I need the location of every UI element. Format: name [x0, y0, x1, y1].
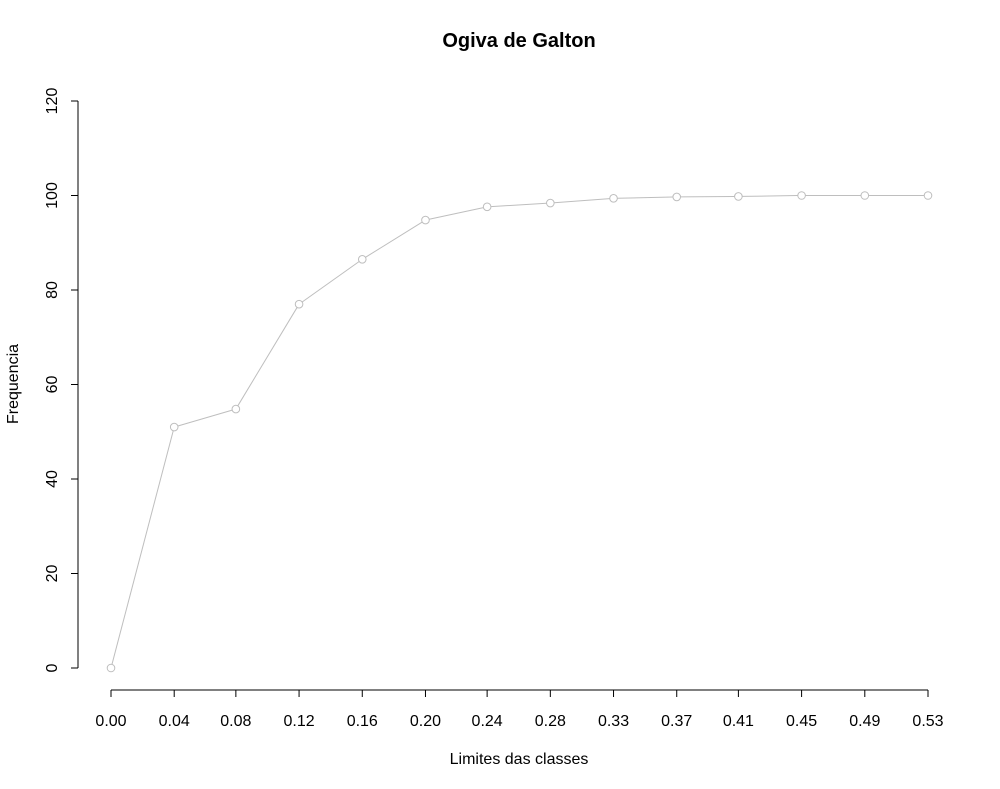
data-point	[609, 194, 618, 203]
y-axis: 0 20 40 60 80 100 120	[44, 88, 79, 672]
data-point	[672, 192, 682, 202]
x-tick-label: 0.41	[723, 713, 754, 730]
y-tick-label: 20	[44, 565, 61, 583]
y-tick-label: 100	[44, 182, 61, 209]
data-point	[797, 191, 806, 200]
y-tick-label: 80	[44, 281, 61, 299]
series-segment	[111, 430, 174, 665]
data-point	[294, 299, 304, 309]
x-tick-label: 0.33	[598, 713, 629, 730]
x-axis-label: Limites das classes	[450, 751, 589, 768]
data-point	[106, 663, 116, 673]
series-segment	[490, 202, 547, 208]
x-tick-label: 0.08	[220, 713, 251, 730]
y-tick-label: 60	[44, 376, 61, 394]
data-point	[357, 254, 367, 264]
chart-title: Ogiva de Galton	[442, 30, 595, 52]
series-segment	[617, 196, 673, 199]
y-tick-label: 40	[44, 470, 61, 488]
x-tick-label: 0.16	[347, 713, 378, 730]
x-tick-label: 0.12	[283, 713, 314, 730]
y-tick-label: 120	[44, 88, 61, 115]
data-point	[482, 202, 492, 212]
data-point	[860, 191, 870, 200]
y-tick-label: 0	[44, 663, 61, 672]
y-axis-label: Frequencia	[5, 344, 22, 424]
series-segment	[237, 307, 298, 407]
x-tick-label: 0.24	[472, 713, 503, 730]
data-point	[231, 404, 241, 414]
x-tick-label: 0.49	[849, 713, 880, 730]
x-tick-label: 0.37	[661, 713, 692, 730]
x-tick-label: 0.53	[912, 713, 943, 730]
x-tick-label: 0.45	[786, 713, 817, 730]
data-point	[421, 215, 430, 225]
series-segment	[429, 207, 484, 220]
data-point	[546, 198, 555, 208]
series-segment	[365, 221, 423, 258]
series-segment	[177, 409, 233, 427]
x-tick-label: 0.04	[159, 713, 190, 730]
series-segment	[554, 198, 610, 204]
x-tick-label: 0.00	[95, 713, 126, 730]
x-tick-label: 0.28	[535, 713, 566, 730]
data-point	[169, 422, 179, 432]
x-tick-label: 0.20	[410, 713, 441, 730]
data-point	[734, 192, 743, 201]
series-segment	[301, 261, 360, 303]
data-point	[923, 191, 933, 200]
x-axis: 0.00 0.04 0.08 0.12 0.16 0.20 0.24 0.28 0.33 0.37…	[95, 689, 944, 730]
series-segment	[742, 195, 798, 197]
series-group	[106, 191, 933, 673]
